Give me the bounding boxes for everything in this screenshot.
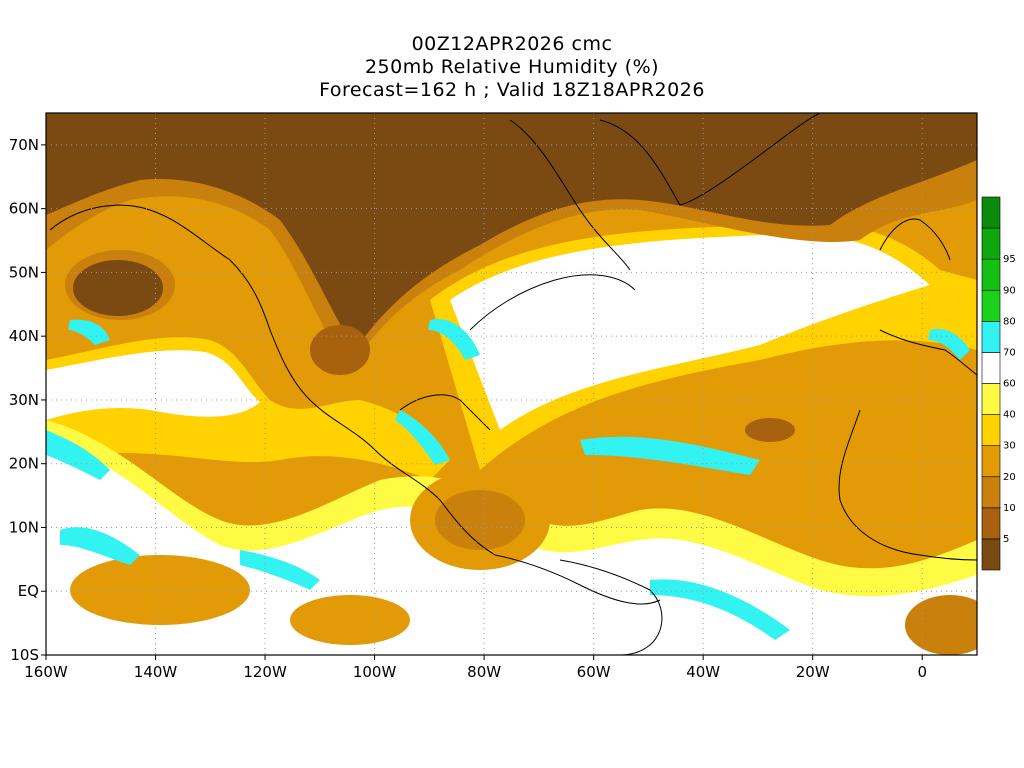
- y-tick-label: 50N: [9, 263, 39, 281]
- x-tick-label: 0: [917, 663, 927, 681]
- plot-frame: [45, 112, 978, 656]
- y-tick-label: 70N: [9, 136, 39, 154]
- humidity-field: [46, 113, 977, 655]
- x-tick-label: 160W: [24, 663, 68, 681]
- colorbar-label: 70: [1003, 347, 1016, 358]
- title-line-3: Forecast=162 h ; Valid 18Z18APR2026: [319, 79, 705, 101]
- x-tick-label: 60W: [577, 663, 611, 681]
- colorbar-swatch: [981, 383, 1001, 415]
- colorbar-swatch: [981, 321, 1001, 353]
- colorbar-swatch: [981, 352, 1001, 384]
- title-line-1: 00Z12APR2026 cmc: [411, 33, 613, 55]
- colorbar-label: 10: [1003, 503, 1016, 514]
- y-tick-label: 60N: [9, 200, 39, 218]
- colorbar-swatch: [981, 445, 1001, 478]
- colorbar-swatch: [981, 196, 1001, 229]
- colorbar-swatch: [981, 538, 1001, 571]
- x-tick-label: 120W: [243, 663, 287, 681]
- axes: 160W 140W 120W 100W 80W 60W 40W 20W 0 70N 60N 50N 40…: [9, 136, 927, 681]
- colorbar-label: 20: [1003, 472, 1016, 483]
- y-tick-label: 10S: [10, 646, 39, 664]
- colorbar-label: 5: [1003, 534, 1009, 545]
- y-tick-label: 20N: [9, 455, 39, 473]
- x-tick-label: 140W: [134, 663, 178, 681]
- colorbar-swatch: [981, 507, 1001, 540]
- colorbar-swatch: [981, 289, 1001, 322]
- colorbar-label: 95: [1003, 254, 1016, 265]
- y-tick-label: 30N: [9, 391, 39, 409]
- x-tick-label: 40W: [686, 663, 720, 681]
- colorbar-label: 60: [1003, 379, 1016, 390]
- grid-lines: [46, 113, 977, 655]
- x-tick-label: 20W: [796, 663, 830, 681]
- colorbar-swatch: [981, 414, 1001, 446]
- colorbar-swatch: [981, 476, 1001, 509]
- title-line-2: 250mb Relative Humidity (%): [364, 56, 660, 78]
- colorbar-label: 30: [1003, 441, 1016, 452]
- y-tick-label: 10N: [9, 518, 39, 536]
- x-tick-label: 80W: [467, 663, 501, 681]
- x-tick-label: 100W: [353, 663, 397, 681]
- y-tick-label: 40N: [9, 327, 39, 345]
- colorbar-swatch: [981, 227, 1001, 260]
- colorbar-label: 90: [1003, 285, 1016, 296]
- colorbar-swatch: [981, 258, 1001, 291]
- coastlines: [49, 113, 977, 655]
- colorbar: 5 10 20 30 40 60 70 80 90 95: [981, 196, 1016, 571]
- colorbar-label: 40: [1003, 410, 1016, 421]
- colorbar-label: 80: [1003, 316, 1016, 327]
- y-tick-label: EQ: [18, 582, 39, 600]
